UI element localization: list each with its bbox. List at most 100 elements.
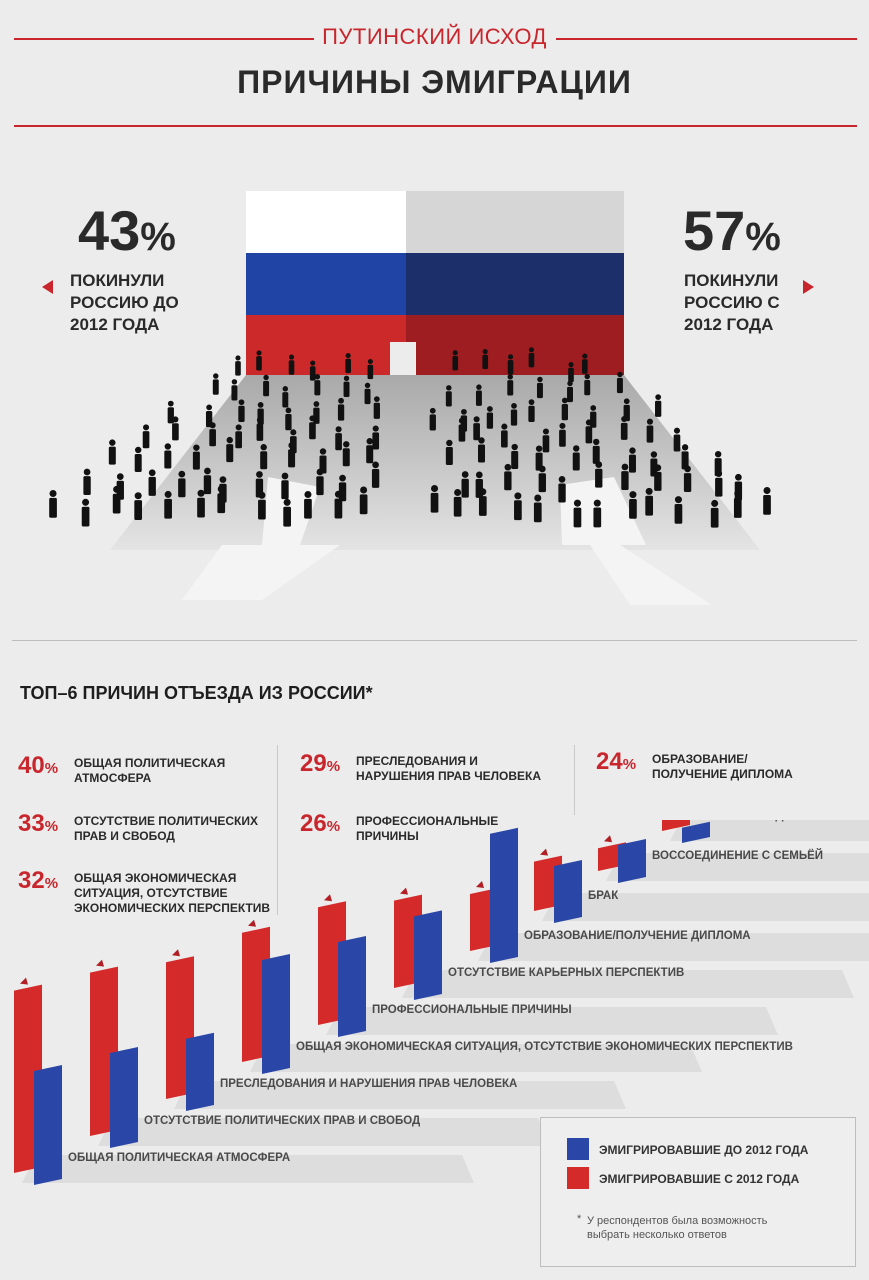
person-icon	[366, 438, 374, 464]
arrow-left	[182, 477, 340, 600]
reason-text-line: ПРАВ И СВОБОД	[74, 829, 175, 843]
bar-tip-marker	[20, 977, 28, 985]
right-percentage-unit: %	[745, 215, 781, 259]
section-divider	[12, 640, 857, 641]
person-icon	[282, 386, 289, 408]
legend: ЭМИГРИРОВАВШИЕ ДО 2012 ГОДА ЭМИГРИРОВАВШ…	[540, 1117, 856, 1267]
person-icon	[538, 465, 546, 493]
footnote-line: У респондентов была возможность	[587, 1215, 768, 1227]
person-icon	[507, 354, 514, 375]
flag-red-right	[406, 315, 624, 375]
legend-label-after: ЭМИГРИРОВАВШИЕ С 2012 ГОДА	[599, 1172, 800, 1186]
bar-before-2012	[618, 839, 646, 883]
reason-pct-number: 24	[596, 748, 623, 775]
left-arrow-icon	[42, 280, 53, 294]
reason-pct-number: 29	[300, 750, 327, 777]
step-shadow	[542, 893, 869, 921]
person-icon	[568, 361, 574, 383]
flag-blue-left	[246, 253, 406, 315]
category-label: ОБРАЗОВАНИЕ/ПОЛУЧЕНИЕ ДИПЛОМА	[524, 930, 751, 942]
person-icon	[112, 485, 121, 514]
reason-text: ОТСУТСТВИЕ ПОЛИТИЧЕСКИХ ПРАВ И СВОБОД	[74, 810, 258, 844]
person-icon	[178, 470, 186, 498]
flag-white-right	[406, 191, 624, 253]
bar-before-2012	[338, 936, 366, 1037]
bar-tip-marker	[248, 919, 256, 927]
reason-text: ОБРАЗОВАНИЕ/ПОЛУЧЕНИЕ ДИПЛОМА	[652, 748, 793, 782]
reason-pct-unit: %	[44, 875, 59, 892]
person-icon	[367, 358, 374, 380]
bar-before-2012	[262, 954, 290, 1074]
person-icon	[429, 407, 436, 431]
left-label-line: 2012 ГОДА	[70, 315, 160, 334]
left-percentage-number: 43	[78, 199, 141, 262]
reason-pct: 33%	[18, 810, 74, 838]
left-label-line: РОССИЮ ДО	[70, 293, 179, 312]
person-icon	[673, 427, 681, 452]
step-shadow	[606, 853, 869, 881]
person-icon	[164, 490, 172, 519]
person-icon	[572, 445, 580, 471]
person-icon	[314, 374, 321, 396]
person-icon	[654, 464, 662, 491]
right-percentage: 57%	[683, 198, 781, 263]
person-icon	[593, 499, 602, 528]
reason-text-line: ОТСУТСТВИЕ ПОЛИТИЧЕСКИХ	[74, 814, 259, 828]
person-icon	[281, 472, 289, 500]
right-percentage-number: 57	[683, 199, 746, 262]
reason-text-line: ОБЩАЯ ПОЛИТИЧЕСКАЯ	[74, 756, 226, 770]
person-icon	[536, 376, 543, 399]
person-icon	[334, 490, 343, 519]
reason-text: ПРЕСЛЕДОВАНИЯ И НАРУШЕНИЯ ПРАВ ЧЕЛОВЕКА	[356, 750, 541, 784]
right-label: ПОКИНУЛИ РОССИЮ С 2012 ГОДА	[684, 270, 780, 336]
person-icon	[514, 492, 522, 521]
legend-swatch-red	[567, 1167, 589, 1189]
person-icon	[212, 373, 219, 395]
person-icon	[473, 416, 480, 441]
reason-text-line: СИТУАЦИЯ, ОТСУТСТВИЕ	[74, 886, 228, 900]
person-icon	[582, 353, 588, 374]
person-icon	[335, 426, 342, 451]
person-icon	[49, 489, 57, 518]
person-icon	[238, 399, 245, 422]
person-icon	[445, 439, 453, 465]
person-icon	[309, 415, 316, 440]
person-icon	[458, 417, 466, 442]
person-icon	[733, 490, 742, 518]
person-icon	[542, 428, 550, 453]
left-label-line: ПОКИНУЛИ	[70, 271, 165, 290]
reason-text-line: ПОЛУЧЕНИЕ ДИПЛОМА	[652, 767, 793, 781]
person-icon	[316, 468, 324, 496]
person-icon	[763, 487, 771, 515]
footnote-star: *	[577, 1213, 582, 1225]
person-icon	[283, 498, 291, 527]
crowd	[49, 347, 771, 528]
right-label-line: 2012 ГОДА	[684, 315, 774, 334]
category-label: ПРЕСЛЕДОВАНИЯ И НАРУШЕНИЯ ПРАВ ЧЕЛОВЕКА	[220, 1078, 517, 1090]
reason-text-line: ПРОФЕССИОНАЛЬНЫЕ	[356, 814, 499, 828]
person-icon	[558, 475, 566, 503]
bar-before-2012	[414, 910, 442, 1000]
person-icon	[715, 470, 723, 497]
bar-before-2012	[34, 1065, 62, 1185]
reason-pct: 24%	[596, 748, 652, 776]
person-icon	[172, 416, 179, 441]
person-icon	[616, 371, 623, 394]
step-shadow	[98, 1118, 550, 1146]
reason-text: ОБЩАЯ ПОЛИТИЧЕСКАЯ АТМОСФЕРА	[74, 752, 225, 786]
column-divider	[574, 745, 575, 815]
person-icon	[533, 494, 542, 523]
person-icon	[197, 489, 205, 518]
person-icon	[510, 402, 518, 426]
step-shadow	[174, 1081, 626, 1109]
left-percentage: 43%	[78, 198, 176, 263]
person-icon	[256, 416, 264, 441]
person-icon	[461, 471, 469, 498]
left-percentage-unit: %	[140, 215, 176, 259]
step-shadow	[250, 1044, 702, 1072]
category-label: ОБЩАЯ ПОЛИТИЧЕСКАЯ АТМОСФЕРА	[68, 1152, 290, 1164]
footnote-line: выбрать несколько ответов	[587, 1229, 727, 1241]
person-icon	[288, 354, 295, 375]
person-icon	[478, 488, 487, 516]
person-icon	[148, 469, 156, 496]
